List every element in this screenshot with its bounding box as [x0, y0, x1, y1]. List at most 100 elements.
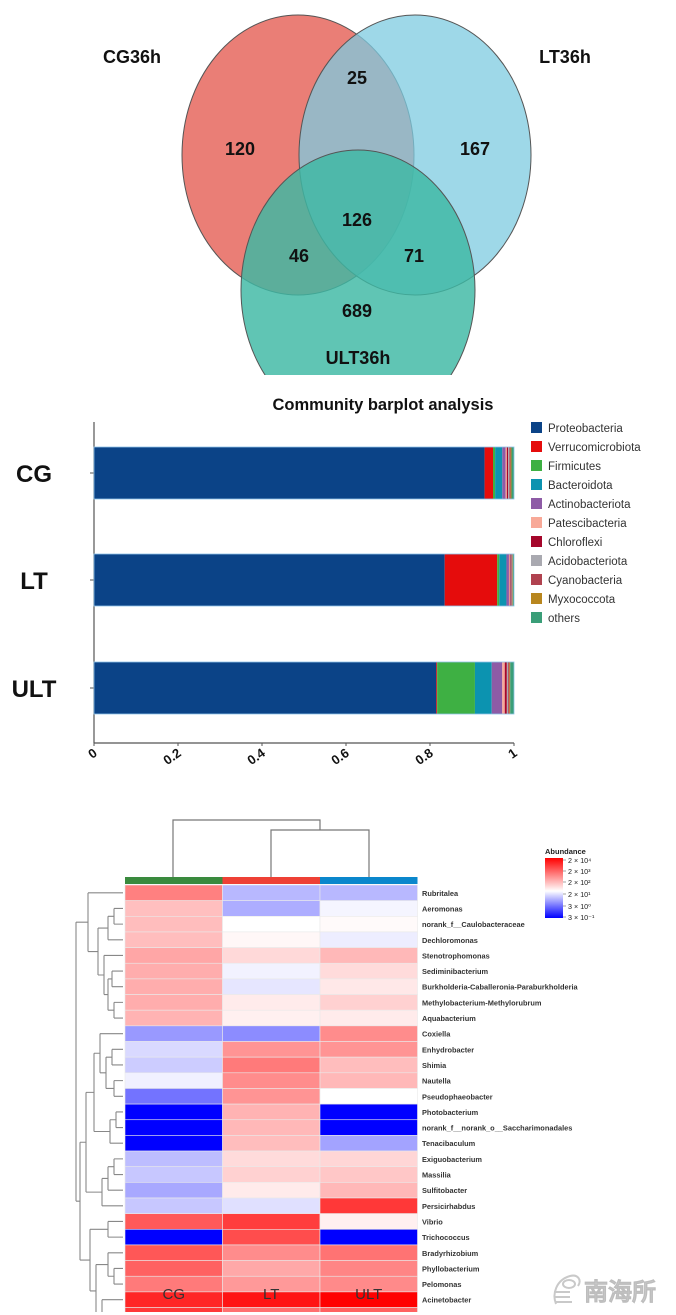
heatmap-cell — [223, 1057, 321, 1073]
row-dendrogram-branch — [114, 1002, 123, 1018]
abundance-legend-title: Abundance — [545, 847, 586, 856]
heatmap-cell — [125, 1120, 223, 1136]
heatmap-cell — [223, 916, 321, 932]
bar-segment-lt-proteobacteria — [94, 554, 445, 606]
row-label: Aeromonas — [422, 904, 463, 913]
heatmap-cell — [320, 901, 418, 917]
row-label: norank_f__Caulobacteraceae — [422, 920, 525, 929]
heatmap-cell — [223, 1198, 321, 1214]
heatmap-cell — [320, 995, 418, 1011]
heatmap-cell — [223, 1026, 321, 1042]
legend-item-myxococcota: Myxococcota — [531, 593, 616, 606]
heatmap-cell — [320, 1135, 418, 1151]
heatmap-cell — [320, 1057, 418, 1073]
bar-segment-lt-actinobacteriota — [506, 554, 509, 606]
row-dendrogram-branch — [102, 1178, 123, 1205]
heatmap-cell — [223, 901, 321, 917]
row-label: Tenacibaculum — [422, 1139, 476, 1148]
legend-tick-label: 2 × 10⁴ — [568, 856, 591, 865]
legend-swatch — [531, 479, 542, 490]
heatmap-cell — [320, 1042, 418, 1058]
venn-region-lt-only: 167 — [460, 139, 490, 159]
heatmap-cell — [223, 885, 321, 901]
row-dendrogram-branch — [98, 928, 108, 975]
heatmap-cell — [223, 1182, 321, 1198]
genus-heatmap: RubritaleaAeromonasnorank_f__Caulobacter… — [0, 810, 676, 1312]
row-label: Trichococcus — [422, 1233, 470, 1242]
heatmap-cell — [125, 1308, 223, 1312]
row-label: Persicirhabdus — [422, 1202, 475, 1211]
heatmap-cell — [125, 901, 223, 917]
heatmap-cell — [223, 1120, 321, 1136]
heatmap-cell — [223, 1088, 321, 1104]
heatmap-cell — [125, 1167, 223, 1183]
legend-label: Chloroflexi — [548, 537, 602, 549]
heatmap-cell — [125, 1073, 223, 1089]
row-dendrogram-branch — [108, 916, 123, 939]
row-dendrogram-branch — [104, 955, 123, 994]
heatmap-cell — [125, 1198, 223, 1214]
heatmap-cell — [125, 932, 223, 948]
heatmap-cell — [125, 1135, 223, 1151]
heatmap-cell — [223, 1214, 321, 1230]
bar-segment-cg-actinobacteriota — [502, 447, 505, 499]
bar-segment-ult-actinobacteriota — [492, 662, 503, 714]
row-dendrogram-branch — [94, 1053, 110, 1131]
venn-label-lt: LT36h — [539, 47, 591, 67]
watermark-text: 南海所 — [584, 1278, 656, 1306]
heatmap-cell — [223, 1010, 321, 1026]
legend-swatch — [531, 555, 542, 566]
heatmap-cell — [320, 1182, 418, 1198]
row-label: Burkholderia-Caballeronia-Paraburkholder… — [422, 983, 579, 992]
heatmap-cell — [125, 1182, 223, 1198]
bar-segment-cg-firmicutes — [493, 447, 495, 499]
heatmap-cell — [223, 1308, 321, 1312]
bar-segment-cg-verrucomicrobiota — [485, 447, 493, 499]
legend-tick-label: 2 × 10¹ — [568, 890, 591, 899]
x-tick-label: 0.4 — [244, 745, 268, 768]
legend-swatch — [531, 612, 542, 623]
bar-segment-lt-acidobacteriota — [511, 554, 512, 606]
column-label-cg: CG — [163, 1286, 186, 1303]
legend-label: Actinobacteriota — [548, 499, 631, 511]
row-dendrogram — [76, 893, 123, 1312]
legend-item-bacteroidota: Bacteroidota — [531, 479, 613, 492]
heatmap-cell — [320, 1010, 418, 1026]
row-dendrogram-branch — [88, 893, 123, 952]
bar-segment-lt-cyanobacteria — [511, 554, 512, 606]
column-color-bar — [125, 877, 418, 884]
barplot-title: Community barplot analysis — [273, 396, 494, 414]
venn-region-ult-only: 689 — [342, 301, 372, 321]
heatmap-cell — [125, 1026, 223, 1042]
heatmap-cell — [223, 1151, 321, 1167]
row-dendrogram-branch — [108, 1221, 123, 1237]
heatmap-cell — [125, 1261, 223, 1277]
watermark: 南海所 — [548, 1270, 676, 1310]
row-label: norank_f__norank_o__Saccharimonadales — [422, 1124, 572, 1133]
legend-item-actinobacteriota: Actinobacteriota — [531, 498, 631, 511]
legend-item-cyanobacteria: Cyanobacteria — [531, 574, 623, 587]
y-tick-label-cg: CG — [16, 461, 52, 488]
heatmap-cell — [320, 1245, 418, 1261]
row-dendrogram-branch — [108, 1253, 123, 1276]
heatmap-cell — [223, 1042, 321, 1058]
legend-label: others — [548, 613, 580, 625]
heatmap-cell — [320, 916, 418, 932]
legend-label: Acidobacteriota — [548, 556, 628, 568]
row-dendrogram-branch — [102, 1300, 123, 1312]
bar-segment-ult-proteobacteria — [94, 662, 436, 714]
row-label: Enhydrobacter — [422, 1045, 474, 1054]
heatmap-cell — [223, 1167, 321, 1183]
bar-segment-ult-verrucomicrobiota — [436, 662, 437, 714]
column-dendrogram — [173, 820, 369, 877]
bar-segment-cg-myxococcota — [511, 447, 512, 499]
bar-segment-ult-patescibacteria — [502, 662, 505, 714]
heatmap-cell — [320, 1104, 418, 1120]
row-label: Massilia — [422, 1171, 452, 1180]
bar-segment-lt-chloroflexi — [510, 554, 511, 606]
heatmap-cell — [125, 1010, 223, 1026]
legend-item-patescibacteria: Patescibacteria — [531, 517, 627, 530]
barplot-bars — [94, 447, 514, 714]
heatmap-cell — [320, 885, 418, 901]
bar-segment-lt-patescibacteria — [509, 554, 510, 606]
